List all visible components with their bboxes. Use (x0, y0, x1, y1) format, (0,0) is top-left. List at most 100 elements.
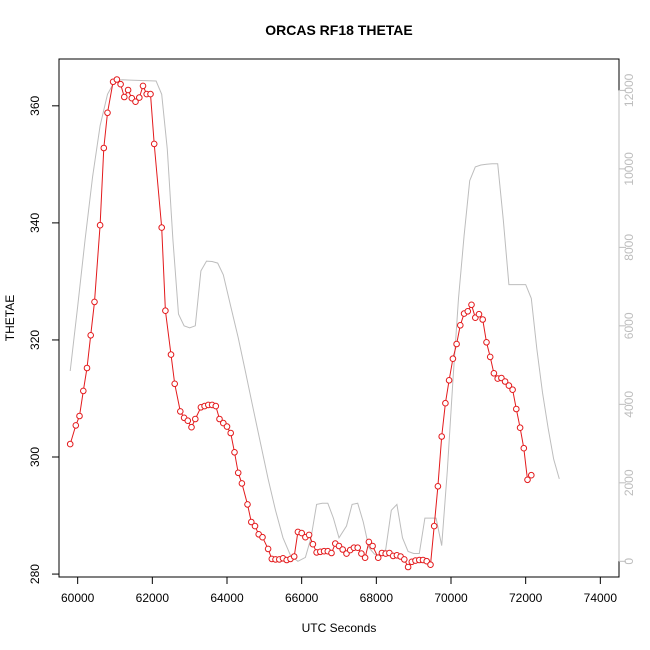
x-tick-label: 62000 (136, 591, 170, 605)
thetae-point (83, 364, 91, 372)
thetae-point (501, 378, 509, 385)
thetae-point (358, 550, 365, 557)
series-line-right-axis (69, 79, 560, 562)
thetae-point (365, 538, 373, 546)
thetae-point (244, 501, 251, 508)
thetae-point (150, 140, 158, 148)
thetae-point (298, 529, 306, 537)
thetae-point (442, 399, 449, 407)
thetae-point (76, 412, 83, 420)
thetae-point (227, 429, 234, 437)
thetae-point (96, 221, 104, 229)
thetae-point (216, 415, 223, 423)
y2-tick-label: 10000 (622, 152, 636, 186)
y-tick-label: 300 (28, 447, 42, 467)
thetae-point (231, 449, 238, 456)
thetae-point (305, 531, 313, 539)
thetae-point (162, 307, 169, 315)
x-tick-label: 68000 (360, 591, 394, 605)
thetae-point (234, 469, 242, 477)
y-axis-label: THETAE (3, 295, 17, 341)
thetae-point (339, 546, 347, 553)
thetae-point (509, 386, 516, 394)
thetae-point (520, 444, 528, 452)
thetae-point (434, 483, 442, 490)
y-tick-label: 320 (28, 330, 42, 350)
thetae-point (167, 351, 175, 358)
thetae-point (528, 471, 535, 479)
x-axis-label: UTC Seconds (302, 621, 377, 635)
x-axis: 60000 62000 64000 66000 68000 70000 72000 74000 (61, 576, 617, 605)
y2-tick-label: 8000 (622, 234, 636, 261)
thetae-point (374, 554, 382, 562)
thetae-point (401, 556, 408, 563)
thetae-point (147, 90, 154, 98)
thetae-point (188, 423, 195, 431)
thetae-point (486, 353, 494, 361)
x-tick-label: 72000 (509, 591, 543, 605)
y-tick-label: 280 (28, 564, 42, 584)
thetae-point (464, 308, 472, 315)
thetae-point (259, 533, 266, 541)
y-axis-left: 280 300 320 340 360 (28, 95, 60, 584)
thetae-point (438, 433, 446, 440)
thetae-point (490, 370, 498, 377)
thetae-point (117, 80, 124, 88)
series-layer (66, 76, 560, 571)
thetae-point (309, 540, 317, 548)
y2-tick-label: 6000 (622, 312, 636, 339)
thetae-point (513, 405, 520, 413)
y2-tick-label: 4000 (622, 391, 636, 418)
thetae-point (516, 424, 524, 432)
thetae-point (479, 316, 487, 323)
thetae-point (136, 94, 143, 101)
y2-tick-label: 12000 (622, 73, 636, 107)
thetae-point (177, 408, 184, 415)
thetae-point (91, 298, 98, 306)
thetae-point (404, 563, 412, 571)
thetae-point (290, 553, 298, 560)
thetae-point (445, 377, 453, 384)
thetae-point (251, 522, 259, 530)
thetae-point (524, 476, 531, 484)
x-tick-label: 60000 (61, 591, 95, 605)
thetae-point (104, 109, 111, 117)
thetae-point (192, 415, 199, 423)
x-tick-label: 64000 (210, 591, 244, 605)
thetae-point (453, 340, 460, 348)
thetae-point (354, 544, 362, 552)
thetae-point (361, 554, 369, 562)
thetae-point (430, 522, 438, 530)
thetae-point (72, 422, 80, 429)
thetae-point (121, 93, 128, 101)
thetae-point (80, 387, 87, 395)
thetae-point (113, 76, 121, 83)
thetae-point (369, 542, 376, 550)
thetae-point (457, 322, 464, 329)
thetae-point (184, 417, 192, 425)
chart-title: ORCAS RF18 THETAE (265, 22, 413, 38)
thetae-point (248, 518, 255, 526)
thetae-point (100, 144, 108, 152)
thetae-point (449, 355, 457, 363)
y-tick-label: 360 (28, 95, 42, 115)
thetae-point (427, 561, 434, 569)
thetae-point (223, 423, 231, 430)
thetae-point (158, 224, 165, 231)
thetae-point (505, 382, 513, 389)
y2-tick-label: 0 (622, 558, 636, 565)
y2-tick-label: 2000 (622, 469, 636, 496)
thetae-point (139, 82, 147, 90)
y-axis-right: 0 2000 4000 6000 8000 10000 12000 (618, 73, 636, 565)
thetae-point (171, 380, 178, 388)
thetae-point (264, 545, 272, 553)
thetae-point (124, 86, 132, 94)
thetae-point (475, 310, 483, 318)
x-tick-label: 66000 (285, 591, 319, 605)
thetae-point (66, 440, 74, 448)
thetae-point (468, 301, 475, 309)
thetae-point (132, 98, 139, 105)
thetae-point (238, 480, 246, 487)
y-tick-label: 340 (28, 213, 42, 233)
